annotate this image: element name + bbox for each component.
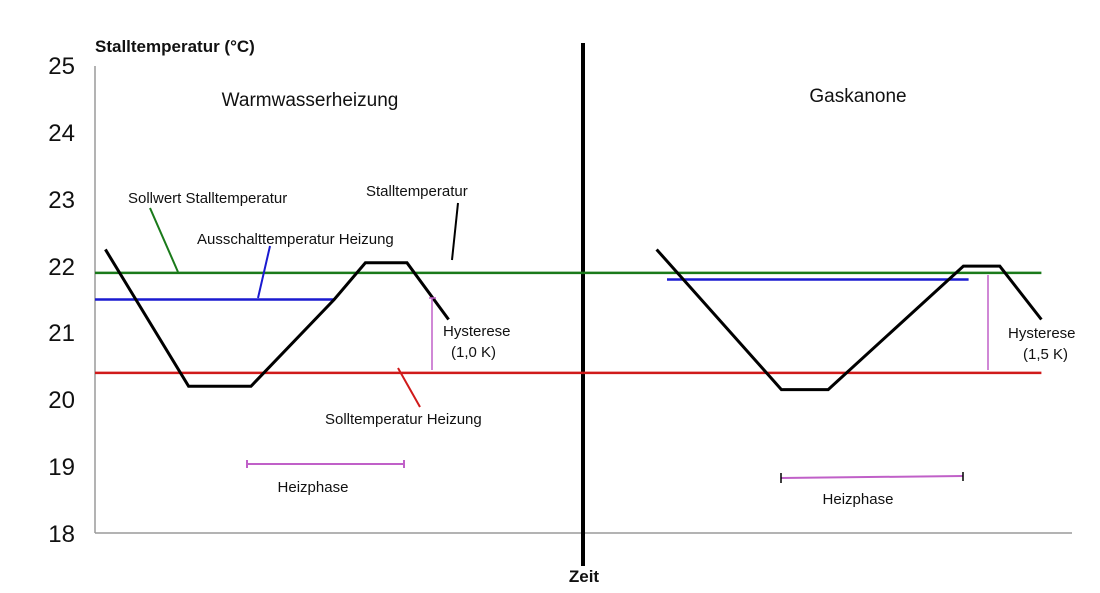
hysterese-value-right: (1,5 K): [1023, 346, 1068, 363]
pointer-solltemp: [397, 367, 421, 408]
y-tick-label: 19: [48, 454, 75, 481]
y-tick-label: 23: [48, 187, 75, 214]
heizphase-label-right: Heizphase: [823, 491, 894, 508]
series-line-left-stalltemperatur: [104, 248, 450, 388]
panel-title-left: Warmwasserheizung: [222, 90, 399, 111]
hysterese-value-left: (1,0 K): [451, 344, 496, 361]
y-tick-label: 22: [48, 254, 75, 281]
y-axis-title: Stalltemperatur (°C): [95, 37, 255, 56]
label-ausschalt: Ausschalttemperatur Heizung: [197, 231, 394, 248]
pointer-stalltemp: [451, 202, 459, 261]
y-tick-label: 24: [48, 120, 75, 147]
label-sollwert: Sollwert Stalltemperatur: [128, 190, 287, 207]
panel-title-right: Gaskanone: [809, 86, 906, 107]
y-tick-label: 21: [48, 320, 75, 347]
hysterese-label-right: Hysterese: [1008, 325, 1076, 342]
y-tick-label: 25: [48, 53, 75, 80]
label-stalltemp: Stalltemperatur: [366, 183, 468, 200]
label-solltemp: Solltemperatur Heizung: [325, 411, 482, 428]
y-tick-labels: 25 24 23 22 21 20 19 18: [48, 53, 75, 548]
pointer-sollwert: [149, 207, 179, 273]
pointer-ausschalt: [257, 245, 271, 299]
y-tick-label: 20: [48, 387, 75, 414]
x-axis-title: Zeit: [569, 567, 600, 586]
heizphase-bracket-right: [780, 475, 964, 479]
y-tick-label: 18: [48, 521, 75, 548]
series-layer: [95, 248, 1043, 392]
series-line-right-stalltemperatur: [655, 248, 1043, 392]
heizphase-label-left: Heizphase: [278, 479, 349, 496]
hysterese-label-left: Hysterese: [443, 323, 511, 340]
